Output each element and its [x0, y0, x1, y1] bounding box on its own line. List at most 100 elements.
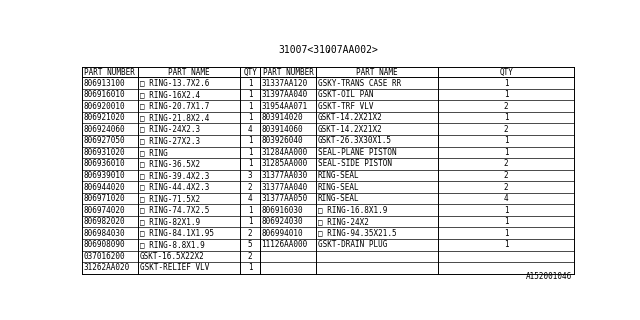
Text: □ RING-16X2.4: □ RING-16X2.4: [140, 90, 200, 99]
Text: 806921020: 806921020: [83, 113, 125, 122]
Text: 806916010: 806916010: [83, 90, 125, 99]
Text: 2: 2: [504, 182, 509, 191]
Text: 2: 2: [248, 252, 252, 261]
Text: □ RING-94.35X21.5: □ RING-94.35X21.5: [318, 229, 397, 238]
Text: 3: 3: [248, 171, 252, 180]
Text: 806971020: 806971020: [83, 194, 125, 203]
Text: 806924060: 806924060: [83, 125, 125, 134]
Text: 31262AA020: 31262AA020: [83, 263, 129, 272]
Text: 4: 4: [248, 125, 252, 134]
Text: 11126AA000: 11126AA000: [261, 240, 308, 249]
Text: GSKT-16.5X22X2: GSKT-16.5X22X2: [140, 252, 204, 261]
Text: RING-SEAL: RING-SEAL: [318, 182, 360, 191]
Text: 5: 5: [248, 240, 252, 249]
Text: 806974020: 806974020: [83, 206, 125, 215]
Text: 2: 2: [248, 229, 252, 238]
Text: 1: 1: [248, 78, 252, 88]
Text: □ RING-36.5X2: □ RING-36.5X2: [140, 159, 200, 168]
Text: 1: 1: [504, 136, 509, 145]
Text: 31397AA040: 31397AA040: [261, 90, 308, 99]
Text: 31284AA000: 31284AA000: [261, 148, 308, 157]
Text: 31377AA040: 31377AA040: [261, 182, 308, 191]
Text: 806982020: 806982020: [83, 217, 125, 226]
Text: □ RING-44.4X2.3: □ RING-44.4X2.3: [140, 182, 209, 191]
Text: GSKT-14.2X21X2: GSKT-14.2X21X2: [318, 113, 383, 122]
Text: GSKT-TRF VLV: GSKT-TRF VLV: [318, 102, 373, 111]
Text: 803914060: 803914060: [261, 125, 303, 134]
Text: RING-SEAL: RING-SEAL: [318, 194, 360, 203]
Text: 31954AA071: 31954AA071: [261, 102, 308, 111]
Text: 1: 1: [248, 159, 252, 168]
Text: 4: 4: [504, 194, 509, 203]
Text: GSKY-TRANS CASE RR: GSKY-TRANS CASE RR: [318, 78, 401, 88]
Text: GSKT-14.2X21X2: GSKT-14.2X21X2: [318, 125, 383, 134]
Text: 31285AA000: 31285AA000: [261, 159, 308, 168]
Text: SEAL-SIDE PISTON: SEAL-SIDE PISTON: [318, 159, 392, 168]
Text: □ RING-82X1.9: □ RING-82X1.9: [140, 217, 200, 226]
Text: PART NUMBER: PART NUMBER: [262, 68, 314, 76]
Text: 1: 1: [248, 102, 252, 111]
Text: 1: 1: [504, 229, 509, 238]
Text: 806994010: 806994010: [261, 229, 303, 238]
Text: 806920010: 806920010: [83, 102, 125, 111]
Text: 31377AA050: 31377AA050: [261, 194, 308, 203]
Text: 1: 1: [248, 217, 252, 226]
Text: 806916030: 806916030: [261, 206, 303, 215]
Text: PART NAME: PART NAME: [356, 68, 398, 76]
Text: 1: 1: [504, 90, 509, 99]
Text: 1: 1: [504, 148, 509, 157]
Text: □ RING-39.4X2.3: □ RING-39.4X2.3: [140, 171, 209, 180]
Text: 1: 1: [504, 217, 509, 226]
Text: 806984030: 806984030: [83, 229, 125, 238]
Text: 806908090: 806908090: [83, 240, 125, 249]
Text: GSKT-OIL PAN: GSKT-OIL PAN: [318, 90, 373, 99]
Text: □ RING-71.5X2: □ RING-71.5X2: [140, 194, 200, 203]
Text: 1: 1: [248, 148, 252, 157]
Text: 1: 1: [248, 113, 252, 122]
Text: 1: 1: [504, 113, 509, 122]
Text: 806924030: 806924030: [261, 217, 303, 226]
Text: 31007<31007AA002>: 31007<31007AA002>: [278, 44, 378, 54]
Text: □ RING-24X2: □ RING-24X2: [318, 217, 369, 226]
Text: 037016200: 037016200: [83, 252, 125, 261]
Text: 2: 2: [248, 182, 252, 191]
Text: 31377AA030: 31377AA030: [261, 171, 308, 180]
Text: GSKT-RELIEF VLV: GSKT-RELIEF VLV: [140, 263, 209, 272]
Text: RING-SEAL: RING-SEAL: [318, 171, 360, 180]
Text: 1: 1: [504, 240, 509, 249]
Text: □ RING-21.8X2.4: □ RING-21.8X2.4: [140, 113, 209, 122]
Text: 806936010: 806936010: [83, 159, 125, 168]
Text: 4: 4: [248, 194, 252, 203]
Text: 2: 2: [504, 125, 509, 134]
Text: PART NUMBER: PART NUMBER: [84, 68, 135, 76]
Text: 1: 1: [248, 90, 252, 99]
Text: GSKT-DRAIN PLUG: GSKT-DRAIN PLUG: [318, 240, 387, 249]
Text: A152001046: A152001046: [526, 272, 572, 281]
Text: □ RING-24X2.3: □ RING-24X2.3: [140, 125, 200, 134]
Text: 806913100: 806913100: [83, 78, 125, 88]
Text: 31337AA120: 31337AA120: [261, 78, 308, 88]
Text: PART NAME: PART NAME: [168, 68, 210, 76]
Text: QTY: QTY: [499, 68, 513, 76]
Text: 803914020: 803914020: [261, 113, 303, 122]
Text: 2: 2: [504, 102, 509, 111]
Text: 1: 1: [504, 78, 509, 88]
Text: □ RING-20.7X1.7: □ RING-20.7X1.7: [140, 102, 209, 111]
Text: □ RING-8.8X1.9: □ RING-8.8X1.9: [140, 240, 204, 249]
Text: □ RING-74.7X2.5: □ RING-74.7X2.5: [140, 206, 209, 215]
Text: 1: 1: [504, 206, 509, 215]
Text: 806939010: 806939010: [83, 171, 125, 180]
Text: 806927050: 806927050: [83, 136, 125, 145]
Text: 806931020: 806931020: [83, 148, 125, 157]
Text: □ RING-16.8X1.9: □ RING-16.8X1.9: [318, 206, 387, 215]
Text: □ RING: □ RING: [140, 148, 168, 157]
Text: 1: 1: [248, 136, 252, 145]
Text: □ RING-27X2.3: □ RING-27X2.3: [140, 136, 200, 145]
Text: 2: 2: [504, 171, 509, 180]
Text: 806944020: 806944020: [83, 182, 125, 191]
Text: SEAL-PLANE PISTON: SEAL-PLANE PISTON: [318, 148, 397, 157]
Text: □ RING-13.7X2.6: □ RING-13.7X2.6: [140, 78, 209, 88]
Text: QTY: QTY: [243, 68, 257, 76]
Text: 1: 1: [248, 263, 252, 272]
Text: □ RING-84.1X1.95: □ RING-84.1X1.95: [140, 229, 214, 238]
